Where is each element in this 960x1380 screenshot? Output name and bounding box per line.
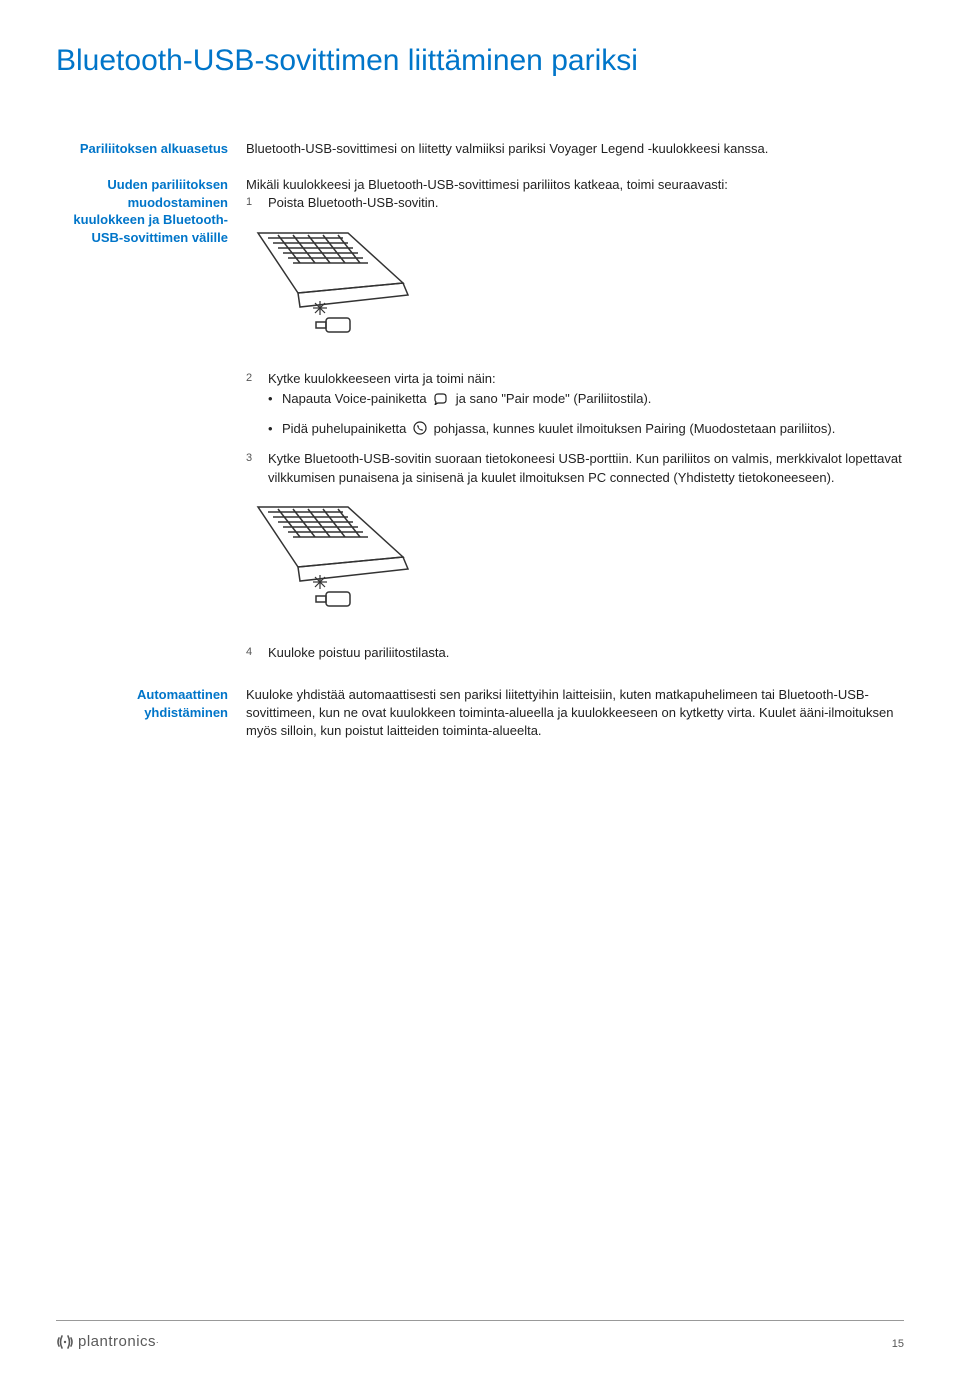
- step-3-text: Kytke Bluetooth-USB-sovitin suoraan tiet…: [268, 450, 904, 486]
- brand-text: plantronics.: [78, 1331, 159, 1352]
- section-auto-connect: Automaattinen yhdistäminen Kuuloke yhdis…: [56, 686, 904, 741]
- step-2-num: 2: [246, 370, 268, 445]
- section-new-pairing: Uuden pariliitoksen muodostaminen kuulok…: [56, 176, 904, 668]
- step-2-bullet-2: • Pidä puhelupainiketta pohjassa, kunnes…: [268, 420, 904, 440]
- label-new-pairing: Uuden pariliitoksen muodostaminen kuulok…: [56, 176, 246, 668]
- page-number: 15: [892, 1337, 904, 1352]
- step-2-bullet-1: • Napauta Voice-painiketta ja sano "Pair…: [268, 390, 904, 410]
- step-1: 1 Poista Bluetooth-USB-sovitin.: [246, 194, 904, 212]
- text-new-pairing-intro: Mikäli kuulokkeesi ja Bluetooth-USB-sovi…: [246, 176, 904, 194]
- step-4: 4 Kuuloke poistuu pariliitostilasta.: [246, 644, 904, 662]
- brand-logo: plantronics.: [56, 1331, 159, 1352]
- step-1-text: Poista Bluetooth-USB-sovitin.: [268, 194, 904, 212]
- sound-wave-icon: [56, 1333, 74, 1351]
- step-2-lead: Kytke kuulokkeeseen virta ja toimi näin:: [268, 370, 904, 388]
- step-1-num: 1: [246, 194, 268, 212]
- page-footer: plantronics. 15: [56, 1320, 904, 1352]
- call-button-icon: [413, 421, 427, 440]
- illustration-insert-dongle: [248, 497, 904, 622]
- step-4-num: 4: [246, 644, 268, 662]
- step-3: 3 Kytke Bluetooth-USB-sovitin suoraan ti…: [246, 450, 904, 486]
- step-2-bullet-1a: Napauta Voice-painiketta: [282, 391, 430, 406]
- step-2-bullet-1b: ja sano "Pair mode" (Pariliitostila).: [456, 391, 652, 406]
- text-auto-connect: Kuuloke yhdistää automaattisesti sen par…: [246, 686, 904, 741]
- text-initial-pairing: Bluetooth-USB-sovittimesi on liitetty va…: [246, 140, 904, 158]
- label-initial-pairing: Pariliitoksen alkuasetus: [56, 140, 246, 158]
- step-2-bullet-2b: pohjassa, kunnes kuulet ilmoituksen Pair…: [434, 421, 836, 436]
- step-2: 2 Kytke kuulokkeeseen virta ja toimi näi…: [246, 370, 904, 445]
- illustration-remove-dongle: [248, 223, 904, 348]
- page-title: Bluetooth-USB-sovittimen liittäminen par…: [56, 40, 904, 82]
- section-initial-pairing: Pariliitoksen alkuasetus Bluetooth-USB-s…: [56, 140, 904, 158]
- step-3-num: 3: [246, 450, 268, 486]
- step-2-bullet-2a: Pidä puhelupainiketta: [282, 421, 410, 436]
- label-auto-connect: Automaattinen yhdistäminen: [56, 686, 246, 741]
- step-4-text: Kuuloke poistuu pariliitostilasta.: [268, 644, 904, 662]
- voice-button-icon: [433, 392, 449, 410]
